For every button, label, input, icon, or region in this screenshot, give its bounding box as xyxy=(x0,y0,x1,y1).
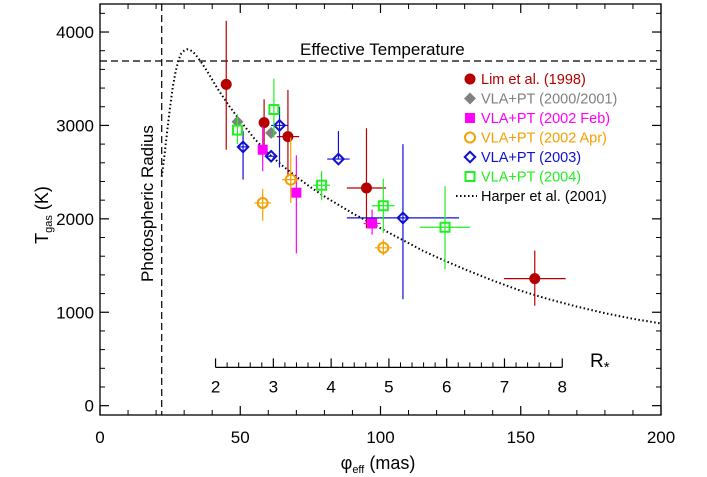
secondary-tick-label: 5 xyxy=(384,377,393,396)
secondary-axis-title: R* xyxy=(590,351,610,376)
data-point xyxy=(231,124,243,136)
series xyxy=(231,78,471,270)
x-axis-title-sub: eff xyxy=(352,464,365,476)
x-tick-label: 200 xyxy=(647,428,675,447)
y-axis-title-rest: (K) xyxy=(32,186,52,215)
secondary-tick-label: 8 xyxy=(558,377,567,396)
legend-marker xyxy=(465,113,475,123)
secondary-axis-title-sub: * xyxy=(604,359,610,376)
data-point xyxy=(360,182,372,194)
series xyxy=(220,20,566,306)
data-point xyxy=(396,211,410,225)
data-point xyxy=(220,78,232,90)
legend-label: VLA+PT (2004) xyxy=(481,170,581,186)
data-point xyxy=(291,187,302,198)
secondary-tick-label: 4 xyxy=(326,377,335,396)
reference-lines xyxy=(100,4,661,415)
secondary-tick-label: 6 xyxy=(442,377,451,396)
data-point xyxy=(377,200,389,212)
data-point xyxy=(268,104,280,116)
y-axis-title: Tgas (K) xyxy=(32,186,55,244)
legend-label: VLA+PT (2003) xyxy=(481,150,581,166)
legend-label: VLA+PT (2000/2001) xyxy=(481,92,617,108)
y-tick-label: 1000 xyxy=(56,303,94,322)
series xyxy=(254,137,392,256)
x-axis-title-rest: (mas) xyxy=(364,453,415,473)
series xyxy=(236,106,460,300)
data-point xyxy=(265,126,278,139)
secondary-tick-label: 3 xyxy=(269,377,278,396)
legend-label: VLA+PT (2002 Apr) xyxy=(481,131,607,147)
data-point xyxy=(272,118,287,133)
data-point xyxy=(284,173,297,186)
data-point xyxy=(236,140,250,154)
data-point xyxy=(316,179,328,191)
x-tick-label: 50 xyxy=(231,428,250,447)
x-axis-title: φeff (mas) xyxy=(341,453,416,476)
effective-temperature-label: Effective Temperature xyxy=(300,40,465,59)
legend: Lim et al. (1998) VLA+PT (2000/2001) VLA+P… xyxy=(456,72,617,205)
x-tick-label: 150 xyxy=(507,428,535,447)
data-layer xyxy=(220,20,566,306)
model-curve xyxy=(160,48,662,325)
secondary-axis-title-main: R xyxy=(590,351,604,372)
x-tick-label: 0 xyxy=(95,428,104,447)
legend-marker xyxy=(464,131,476,144)
data-point xyxy=(264,149,278,163)
data-point xyxy=(439,221,451,233)
legend-label: Lim et al. (1998) xyxy=(481,72,586,88)
legend-label: VLA+PT (2002 Feb) xyxy=(481,111,610,127)
legend-marker xyxy=(464,73,476,85)
y-tick-label: 4000 xyxy=(56,23,94,42)
data-point xyxy=(529,273,541,285)
data-point xyxy=(256,196,269,209)
x-axis-title-main: φ xyxy=(341,453,353,473)
secondary-tick-label: 2 xyxy=(211,377,220,396)
data-point xyxy=(257,144,268,155)
y-axis-title-main: T xyxy=(32,233,52,244)
plot-frame xyxy=(99,3,662,416)
legend-label: Harper et al. (2001) xyxy=(481,189,607,205)
y-axis-title-sub: gas xyxy=(43,215,55,233)
data-point xyxy=(331,152,346,166)
y-tick-label: 2000 xyxy=(56,210,94,229)
data-point xyxy=(367,218,378,229)
secondary-tick-label: 7 xyxy=(500,377,509,396)
legend-marker xyxy=(464,92,476,105)
legend-marker xyxy=(464,171,476,182)
x-tick-label: 100 xyxy=(366,428,394,447)
data-point xyxy=(377,241,390,254)
series xyxy=(257,126,381,254)
data-point xyxy=(282,131,294,143)
model-layer xyxy=(160,48,662,325)
photospheric-radius-label: Photospheric Radius xyxy=(138,125,157,282)
legend-marker xyxy=(463,150,477,164)
data-point xyxy=(258,117,270,129)
y-tick-label: 3000 xyxy=(56,116,94,135)
y-tick-label: 0 xyxy=(85,397,94,416)
